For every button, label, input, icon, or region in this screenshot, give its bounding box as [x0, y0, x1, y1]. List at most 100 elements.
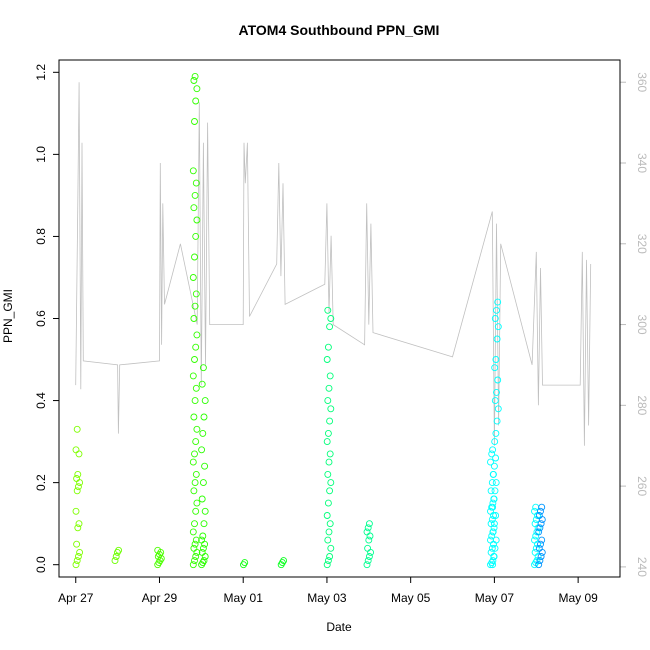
y2-tick-label: 280 [635, 395, 649, 415]
scatter-point [327, 544, 335, 552]
scatter-point [325, 384, 333, 392]
scatter-point [324, 397, 332, 405]
scatter-point [325, 528, 333, 536]
scatter-point [192, 470, 200, 478]
scatter-point [193, 85, 201, 93]
scatter-point [73, 425, 81, 433]
scatter-point [190, 487, 198, 495]
scatter-point [192, 179, 200, 187]
scatter-point [193, 331, 201, 339]
scatter-point [190, 315, 198, 322]
scatter-point [191, 253, 198, 261]
scatter-point [189, 372, 197, 380]
scatter-point [531, 536, 538, 544]
scatter-point [535, 528, 543, 536]
scatter-point [326, 520, 334, 528]
scatter-point [198, 380, 206, 388]
secondary-series-line [75, 82, 592, 446]
scatter-point [190, 544, 198, 552]
scatter-point [190, 77, 198, 84]
scatter-point [189, 561, 197, 569]
scatter-point [201, 397, 209, 405]
scatter-point [492, 512, 500, 519]
scatter-point [111, 557, 119, 565]
scatter-point [323, 512, 331, 519]
scatter-point [538, 503, 546, 511]
scatter-group-13 [487, 450, 498, 569]
scatter-group-12 [535, 503, 546, 569]
scatter-point [492, 356, 500, 363]
scatter-point [74, 524, 82, 532]
scatter-group-0 [72, 425, 84, 569]
scatter-point [324, 306, 332, 314]
scatter-point [324, 557, 332, 565]
scatter-point [493, 388, 500, 396]
scatter-point [73, 557, 81, 565]
scatter-point [241, 559, 249, 567]
scatter-point [323, 438, 331, 446]
scatter-point [488, 544, 496, 552]
scatter-point [327, 405, 335, 413]
scatter-point [363, 528, 371, 536]
x-tick-label: May 01 [224, 591, 264, 605]
scatter-point [198, 495, 206, 503]
scatter-point [199, 532, 207, 540]
y2-tick-label: 360 [635, 72, 649, 92]
scatter-point [190, 413, 198, 421]
scatter-point [191, 356, 198, 363]
scatter-point [537, 540, 544, 548]
scatter-point [538, 536, 546, 544]
scatter-point [488, 479, 496, 487]
scatter-group-1 [111, 546, 123, 565]
scatter-point [278, 559, 286, 567]
scatter-point [112, 553, 120, 560]
x-tick-label: May 03 [307, 591, 347, 605]
y-tick-label: 0.6 [34, 310, 48, 327]
scatter-point [200, 413, 208, 421]
scatter-point [192, 438, 200, 446]
scatter-group-10 [491, 298, 502, 446]
scatter-group-7 [323, 306, 335, 569]
scatter-point [191, 450, 198, 458]
scatter-point [280, 557, 288, 565]
scatter-point [492, 479, 500, 487]
scatter-point [76, 548, 84, 556]
scatter-point [326, 450, 334, 458]
scatter-point [365, 520, 373, 528]
scatter-group-8 [363, 520, 375, 569]
y-tick-label: 1.0 [34, 146, 48, 163]
scatter-point [192, 232, 200, 240]
scatter-point [191, 520, 198, 528]
x-tick-label: Apr 27 [58, 591, 94, 605]
scatter-point [490, 470, 497, 478]
scatter-group-5 [240, 559, 249, 569]
x-tick-label: Apr 29 [142, 591, 178, 605]
y-tick-label: 0.4 [34, 392, 48, 409]
scatter-point [198, 548, 206, 556]
scatter-point [326, 487, 334, 495]
scatter-point [324, 499, 332, 507]
scatter-point [192, 536, 200, 544]
scatter-point [193, 499, 201, 507]
x-axis-label: Date [326, 620, 352, 634]
scatter-group-6 [277, 557, 288, 569]
scatter-point [494, 376, 502, 384]
scatter-point [490, 495, 498, 503]
scatter-point [191, 191, 199, 199]
scatter-point [494, 405, 502, 413]
y2-tick-label: 260 [635, 476, 649, 496]
scatter-point [189, 458, 197, 466]
scatter-point [492, 454, 500, 462]
scatter-point [487, 458, 494, 466]
x-tick-label: May 07 [475, 591, 515, 605]
scatter-point [493, 335, 501, 343]
scatter-point [156, 550, 163, 558]
y-axis-label: PPN_GMI [1, 289, 15, 343]
scatter-point [199, 364, 207, 372]
scatter-point [537, 553, 545, 560]
scatter-point [535, 512, 543, 519]
scatter-point [326, 553, 334, 560]
scatter-group-3 [189, 72, 201, 569]
scatter-point [537, 507, 544, 515]
scatter-point [487, 520, 495, 528]
